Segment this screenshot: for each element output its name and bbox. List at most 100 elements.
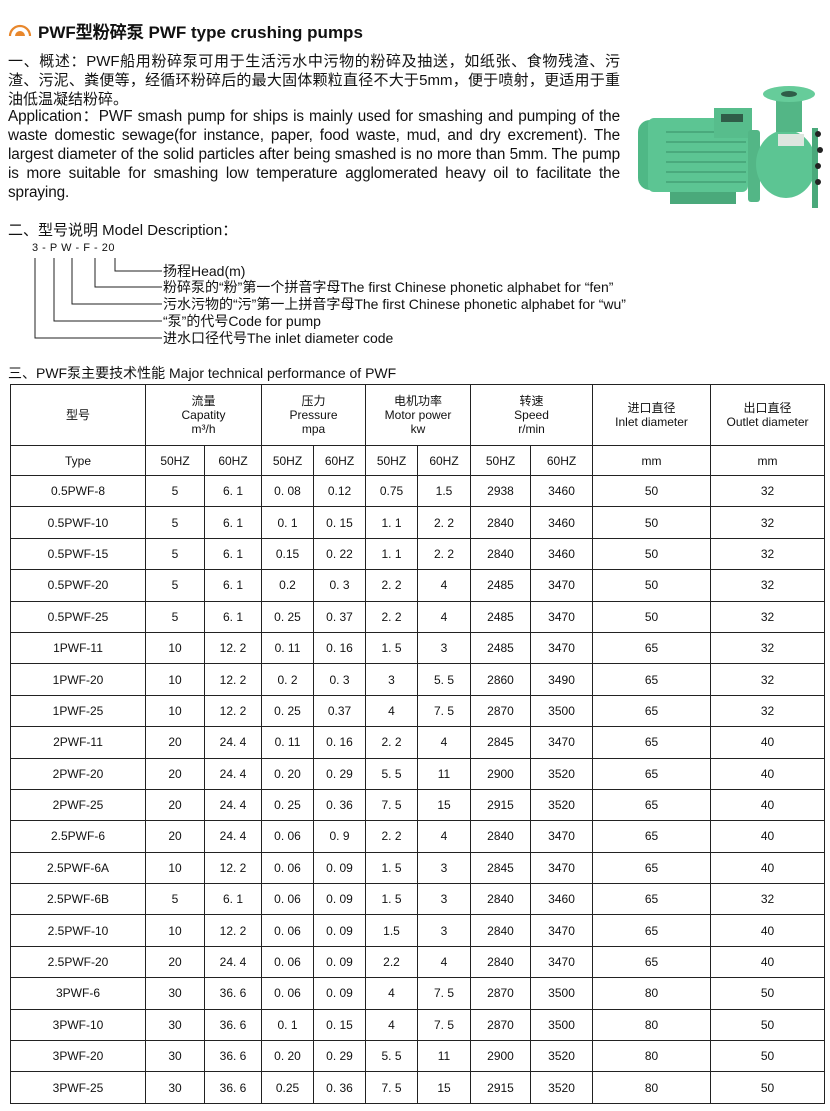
value-cell: 2915	[470, 788, 532, 822]
value-cell: 5	[145, 474, 205, 508]
table-row: 2.5PWF-20 20 24. 4 0. 06 0. 09 2.2 4 2840 3470 65…	[10, 945, 825, 979]
value-cell: 10	[145, 914, 205, 947]
value-cell: 65	[592, 757, 712, 790]
value-cell: 80	[592, 977, 712, 1010]
value-cell: 3470	[530, 726, 594, 759]
value-cell: 24. 4	[204, 945, 262, 979]
model-line-wu: 污水污物的“污”第一上拼音字母The first Chinese phoneti…	[163, 296, 626, 312]
value-cell: 4	[416, 820, 472, 853]
value-cell: 3470	[530, 851, 594, 885]
value-cell: 0. 9	[313, 820, 366, 853]
value-cell: 20	[145, 726, 205, 759]
model-cell: 1PWF-25	[10, 694, 146, 728]
value-cell: 6. 1	[204, 537, 262, 571]
subheader-cell: 50HZ	[365, 445, 418, 476]
value-cell: 0.75	[365, 474, 418, 508]
value-cell: 50	[710, 1040, 825, 1073]
value-cell: 15	[416, 788, 472, 822]
value-cell: 0. 08	[261, 474, 314, 508]
value-cell: 3460	[530, 537, 594, 571]
value-cell: 3470	[530, 600, 594, 633]
value-cell: 5. 5	[416, 663, 472, 696]
value-cell: 24. 4	[204, 726, 262, 759]
value-cell: 11	[416, 757, 472, 790]
value-cell: 4	[416, 945, 472, 979]
model-cell: 2PWF-20	[10, 757, 146, 790]
table-row: 2PWF-11 20 24. 4 0. 11 0. 16 2. 2 4 2845 3470 65 4…	[10, 726, 825, 759]
table-row: 2.5PWF-6 20 24. 4 0. 06 0. 9 2. 2 4 2840 3470 65 4…	[10, 820, 825, 853]
value-cell: 40	[710, 757, 825, 790]
value-cell: 2900	[470, 1040, 532, 1073]
value-cell: 3520	[530, 1071, 594, 1104]
subheader-cell: 60HZ	[313, 445, 366, 476]
value-cell: 5. 5	[365, 1040, 418, 1073]
value-cell: 2485	[470, 631, 532, 665]
header-type: 型号	[10, 384, 146, 446]
overview-zh: 一、概述：PWF船用粉碎泵可用于生活污水中污物的粉碎及抽送，如纸张、食物残渣、污…	[8, 53, 620, 108]
value-cell: 3470	[530, 945, 594, 979]
value-cell: 2938	[470, 474, 532, 508]
value-cell: 3500	[530, 977, 594, 1010]
value-cell: 0. 25	[261, 600, 314, 633]
value-cell: 3520	[530, 757, 594, 790]
value-cell: 2. 2	[416, 537, 472, 571]
value-cell: 4	[365, 977, 418, 1010]
table-row: 2PWF-25 20 24. 4 0. 25 0. 36 7. 5 15 2915 3520 65…	[10, 788, 825, 822]
value-cell: 12. 2	[204, 851, 262, 885]
value-cell: 0. 1	[261, 506, 314, 539]
table-row: 0.5PWF-15 5 6. 1 0.15 0. 22 1. 1 2. 2 2840 3460 5…	[10, 537, 825, 571]
value-cell: 2.2	[365, 945, 418, 979]
value-cell: 3490	[530, 663, 594, 696]
value-cell: 0. 25	[261, 788, 314, 822]
value-cell: 0. 09	[313, 851, 366, 885]
model-cell: 1PWF-20	[10, 663, 146, 696]
value-cell: 4	[416, 569, 472, 602]
model-cell: 2.5PWF-6	[10, 820, 146, 853]
value-cell: 7. 5	[416, 694, 472, 728]
value-cell: 50	[710, 1008, 825, 1042]
value-cell: 0. 36	[313, 788, 366, 822]
value-cell: 0. 16	[313, 726, 366, 759]
value-cell: 36. 6	[204, 1071, 262, 1104]
table-row: 2.5PWF-6A 10 12. 2 0. 06 0. 09 1. 5 3 2845 3470 6…	[10, 851, 825, 885]
orange-arc-icon	[8, 24, 32, 36]
subheader-cell: mm	[710, 445, 825, 476]
subheader-cell: 60HZ	[416, 445, 472, 476]
model-cell: 2PWF-11	[10, 726, 146, 759]
model-cell: 2.5PWF-10	[10, 914, 146, 947]
table-row: 0.5PWF-10 5 6. 1 0. 1 0. 15 1. 1 2. 2 2840 3460 5…	[10, 506, 825, 539]
value-cell: 0. 1	[261, 1008, 314, 1042]
header-row: 型号 流量 Capatity m³/h 压力 Pressure mpa 电机功率 Moto…	[10, 384, 825, 446]
pump-image	[638, 86, 823, 208]
value-cell: 2870	[470, 977, 532, 1010]
subheader-cell: Type	[10, 445, 146, 476]
table-row: 0.5PWF-20 5 6. 1 0.2 0. 3 2. 2 4 2485 3470 50 32	[10, 569, 825, 602]
value-cell: 32	[710, 631, 825, 665]
value-cell: 6. 1	[204, 600, 262, 633]
value-cell: 65	[592, 945, 712, 979]
value-cell: 0.12	[313, 474, 366, 508]
value-cell: 2840	[470, 820, 532, 853]
value-cell: 3500	[530, 694, 594, 728]
value-cell: 0. 25	[261, 694, 314, 728]
value-cell: 3470	[530, 631, 594, 665]
value-cell: 30	[145, 977, 205, 1010]
value-cell: 3470	[530, 914, 594, 947]
value-cell: 12. 2	[204, 663, 262, 696]
value-cell: 0. 06	[261, 977, 314, 1010]
value-cell: 65	[592, 726, 712, 759]
value-cell: 24. 4	[204, 788, 262, 822]
value-cell: 2485	[470, 600, 532, 633]
value-cell: 0. 11	[261, 726, 314, 759]
value-cell: 0. 37	[313, 600, 366, 633]
value-cell: 7. 5	[365, 788, 418, 822]
model-cell: 0.5PWF-20	[10, 569, 146, 602]
value-cell: 2870	[470, 1008, 532, 1042]
value-cell: 2840	[470, 945, 532, 979]
value-cell: 20	[145, 945, 205, 979]
value-cell: 20	[145, 820, 205, 853]
value-cell: 3470	[530, 569, 594, 602]
value-cell: 5	[145, 506, 205, 539]
value-cell: 0.25	[261, 1071, 314, 1104]
value-cell: 1. 5	[365, 631, 418, 665]
